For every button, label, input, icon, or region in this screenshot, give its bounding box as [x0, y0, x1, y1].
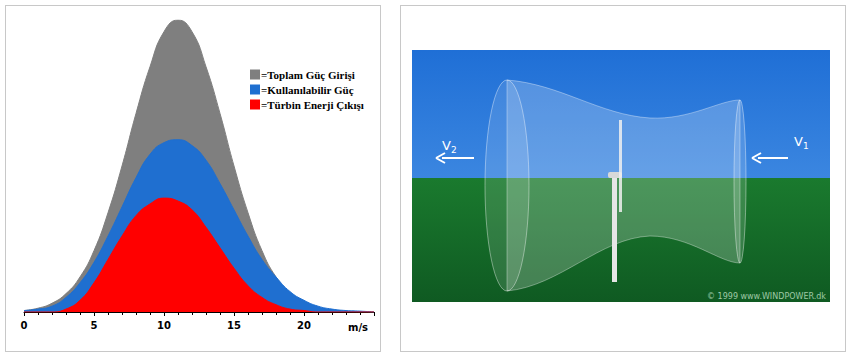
svg-text:5: 5 [91, 320, 98, 331]
svg-text:V2: V2 [442, 138, 457, 155]
svg-text:0: 0 [21, 320, 28, 331]
svg-text:=Kullanılabilir Güç: =Kullanılabilir Güç [261, 84, 354, 96]
svg-text:10: 10 [157, 320, 171, 331]
svg-text:=Toplam Güç Girişi: =Toplam Güç Girişi [261, 69, 355, 81]
svg-text:m/s: m/s [348, 322, 368, 333]
svg-text:20: 20 [297, 320, 311, 331]
svg-text:© 1999 www.WINDPOWER.dk: © 1999 www.WINDPOWER.dk [707, 292, 826, 301]
svg-text:=Türbin Enerji Çıkışı: =Türbin Enerji Çıkışı [261, 99, 364, 111]
svg-text:V1: V1 [794, 134, 809, 151]
svg-text:15: 15 [227, 320, 241, 331]
